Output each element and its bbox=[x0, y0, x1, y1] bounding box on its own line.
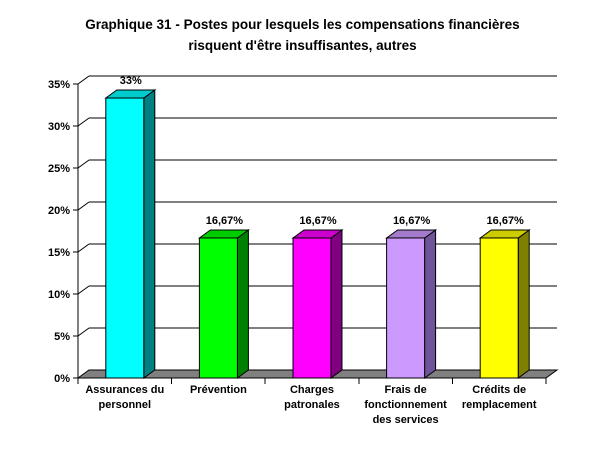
x-axis-category-label-line: fonctionnement bbox=[364, 399, 447, 411]
bar-data-label: 16,67% bbox=[206, 215, 244, 227]
x-axis-category-label-line: Crédits de bbox=[472, 384, 526, 396]
y-axis-label: 5% bbox=[54, 331, 70, 343]
x-axis-category-label-line: Assurances du bbox=[85, 384, 164, 396]
bar-side-face bbox=[236, 228, 249, 379]
y-axis-label: 20% bbox=[48, 205, 70, 217]
bar-front-face bbox=[292, 237, 332, 379]
x-axis-category-label-line: des services bbox=[373, 414, 439, 426]
bar-front-face bbox=[386, 237, 426, 379]
y-gridline-wall-segment bbox=[77, 117, 90, 127]
bar-side-face bbox=[330, 228, 343, 379]
chart-title-line1: Graphique 31 - Postes pour lesquels les … bbox=[85, 17, 520, 32]
x-axis-category-label: Prévention bbox=[190, 384, 247, 396]
y-gridline-wall-segment bbox=[77, 159, 90, 169]
y-axis-label: 0% bbox=[54, 373, 70, 385]
bar-data-label: 16,67% bbox=[299, 215, 337, 227]
bar-charges-patronales bbox=[291, 228, 344, 379]
y-axis-label: 30% bbox=[48, 121, 70, 133]
y-axis-label: 15% bbox=[48, 247, 70, 259]
y-gridline-wall-segment bbox=[77, 201, 90, 211]
bar-side-face bbox=[424, 228, 437, 379]
y-gridline-wall-segment bbox=[77, 243, 90, 253]
x-axis-category-label: Frais de fonctionnement des services bbox=[364, 384, 447, 426]
x-axis-category-label: Crédits de remplacement bbox=[462, 384, 537, 411]
x-axis-category-label-line: Charges bbox=[290, 384, 334, 396]
y-gridline-wall-segment bbox=[77, 285, 90, 295]
bar-data-label: 16,67% bbox=[393, 215, 431, 227]
bar-front-face bbox=[105, 97, 145, 379]
bar-data-label: 33% bbox=[120, 75, 142, 87]
bar-side-face bbox=[143, 89, 156, 379]
bar-credits-de-remplacement bbox=[478, 228, 531, 379]
bar-prevention bbox=[197, 228, 250, 379]
x-axis-category-label: Charges patronales bbox=[284, 384, 340, 411]
x-axis-category-label-line: personnel bbox=[99, 399, 152, 411]
y-gridline-wall-segment bbox=[77, 75, 90, 85]
bar-frais-de-fonctionnement-des-services bbox=[385, 228, 438, 379]
y-axis-label: 35% bbox=[48, 79, 70, 91]
x-axis-category-label-line: patronales bbox=[284, 399, 340, 411]
x-axis-category-label-line: Frais de bbox=[385, 384, 427, 396]
y-axis-label: 10% bbox=[48, 289, 70, 301]
x-axis-category-label-line: remplacement bbox=[462, 399, 537, 411]
bar-data-label: 16,67% bbox=[487, 215, 525, 227]
bar-front-face bbox=[479, 237, 519, 379]
y-axis-label: 25% bbox=[48, 163, 70, 175]
chart-title: Graphique 31 - Postes pour lesquels les … bbox=[0, 14, 605, 56]
chart-title-line2: risquent d'être insuffisantes, autres bbox=[188, 38, 417, 53]
bar-front-face bbox=[198, 237, 238, 379]
y-gridline-wall-segment bbox=[77, 327, 90, 337]
bar-assurances-du-personnel bbox=[104, 89, 157, 379]
x-axis-category-label: Assurances du personnel bbox=[85, 384, 164, 411]
x-axis-category-label-line: Prévention bbox=[190, 384, 247, 396]
bar-side-face bbox=[517, 228, 530, 379]
